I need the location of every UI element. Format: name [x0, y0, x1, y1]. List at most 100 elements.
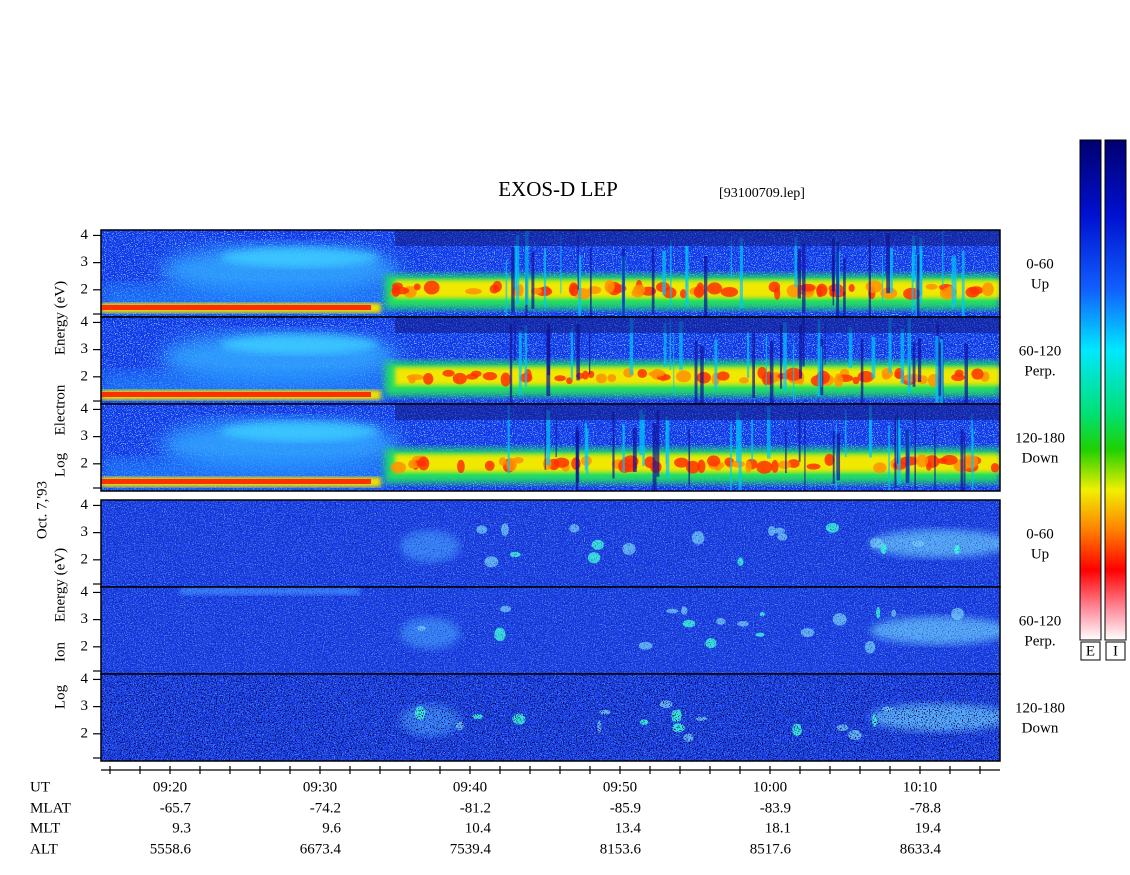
spectrogram-stripe: [622, 423, 625, 473]
axis-label: Electron: [52, 384, 68, 435]
spectrogram-stripe: [746, 331, 750, 378]
spectrogram-haze: [220, 247, 380, 268]
spectrogram-blob: [423, 280, 440, 295]
spectrogram-stripe: [688, 428, 691, 486]
x-tick-label: 09:50: [603, 779, 637, 795]
spectrogram-blob: [392, 282, 403, 290]
spectrogram-stripe: [888, 425, 890, 491]
spectrogram-stripe: [767, 406, 771, 459]
file-name: [93100709.lep]: [719, 186, 805, 201]
spectrogram-stripe: [896, 414, 899, 464]
spectrogram-stripe: [798, 411, 801, 462]
spectrogram-stripe: [524, 325, 528, 387]
spectrogram-stripe: [694, 340, 698, 404]
spectrogram-gap: [395, 404, 1000, 420]
spectrogram-stripe: [612, 411, 615, 479]
spectrogram-blob: [937, 457, 948, 464]
spectrogram-blob: [873, 462, 887, 474]
direction-label: Up: [1031, 546, 1049, 562]
spectrogram-stripe: [505, 259, 508, 317]
spectrogram-stripe: [799, 324, 803, 379]
axis-label: Log: [52, 684, 68, 709]
spectrogram-blob: [916, 454, 929, 468]
spectrogram-blob: [465, 288, 482, 295]
spectrogram-stripe: [897, 428, 901, 484]
spectrogram-blob: [824, 453, 835, 466]
spectrogram-stripe: [779, 324, 783, 389]
date-label: Oct. 7,'93: [34, 481, 50, 539]
spectrogram-stripe: [543, 249, 547, 308]
spectrogram-stripe: [871, 336, 876, 379]
spectrogram-stripe: [769, 341, 774, 404]
ephemeris-value: 8633.4: [900, 841, 942, 857]
spectrogram-stripe: [673, 333, 675, 396]
spectrogram-noise: [101, 587, 1000, 674]
axis-label: Energy (eV): [52, 281, 68, 355]
spectrogram-stripe: [860, 338, 864, 404]
spectrogram-stripe: [888, 317, 892, 374]
spectrogram-stripe: [525, 230, 529, 305]
spectrogram-blob: [679, 289, 687, 299]
y-tick-label: 2: [81, 368, 89, 384]
spectrogram-haze: [220, 421, 380, 442]
spectrogram-stripe: [881, 254, 884, 305]
ephemeris-value: 10.4: [465, 820, 492, 836]
spectrogram: [101, 500, 1000, 587]
spectrogram-band: [101, 479, 371, 484]
ephemeris-value: 9.3: [172, 820, 191, 836]
spectrogram-stripe: [783, 322, 787, 392]
spectrogram-blob: [484, 460, 495, 471]
spectrogram-blob: [799, 283, 816, 292]
spectrogram-blob: [865, 280, 883, 293]
spectrogram-stripe: [937, 342, 941, 396]
y-tick-label: 2: [81, 551, 89, 567]
ephemeris-value: 7539.4: [450, 841, 492, 857]
spectrogram-stripe: [632, 427, 637, 473]
ephemeris-value: -78.8: [910, 800, 941, 816]
spectrogram-band: [101, 305, 371, 310]
spectrogram-stripe: [843, 258, 846, 317]
spectrogram-stripe: [802, 244, 806, 314]
ephemeris-value: 19.4: [915, 820, 942, 836]
spectrogram-stripe: [919, 249, 922, 304]
spectrogram-blob: [607, 374, 617, 383]
y-tick-label: 4: [81, 401, 89, 417]
spectrogram-blob: [848, 284, 855, 293]
colorbar: [1104, 139, 1127, 641]
spectrogram-stripe: [665, 420, 670, 478]
ephemeris-value: 9.6: [322, 820, 341, 836]
y-tick-label: 4: [81, 314, 89, 330]
spectrogram-stripe: [588, 332, 591, 374]
y-tick-label: 2: [81, 281, 89, 297]
spectrogram-stripe: [848, 327, 853, 368]
spectrogram-blob: [470, 370, 482, 377]
colorbar-label-box: [1105, 641, 1126, 661]
spectrogram-stripe: [832, 431, 835, 484]
spectrogram-stripe: [964, 343, 969, 404]
ephemeris-value: 6673.4: [300, 841, 342, 857]
spectrogram-stripe: [652, 423, 657, 491]
spectrogram-stripe: [507, 405, 510, 474]
spectrogram-stripe: [824, 323, 826, 365]
spectrogram-blob: [971, 368, 984, 380]
spectrogram-blob: [633, 284, 646, 296]
spectrogram-blob: [452, 372, 467, 385]
spectrogram-blob: [925, 283, 938, 290]
x-tick-label: 10:10: [903, 779, 937, 795]
spectrogram-blob: [648, 370, 665, 377]
ephemeris-value: -83.9: [760, 800, 791, 816]
spectrogram-stripe: [868, 239, 871, 316]
spectrogram-blob: [852, 376, 860, 385]
spectrogram-stripe: [531, 251, 535, 310]
row-label: UT: [30, 779, 50, 795]
spectrogram: [101, 230, 1000, 317]
spectrogram-stripe: [792, 343, 795, 402]
channel-label: 60-120: [1019, 343, 1062, 359]
spectrogram-blob: [954, 369, 964, 377]
direction-label: Up: [1031, 276, 1049, 292]
ephemeris-value: 18.1: [765, 820, 791, 836]
channel-label: 0-60: [1026, 526, 1054, 542]
spectrogram-blob: [771, 459, 779, 473]
spectrogram-stripe: [915, 254, 918, 317]
